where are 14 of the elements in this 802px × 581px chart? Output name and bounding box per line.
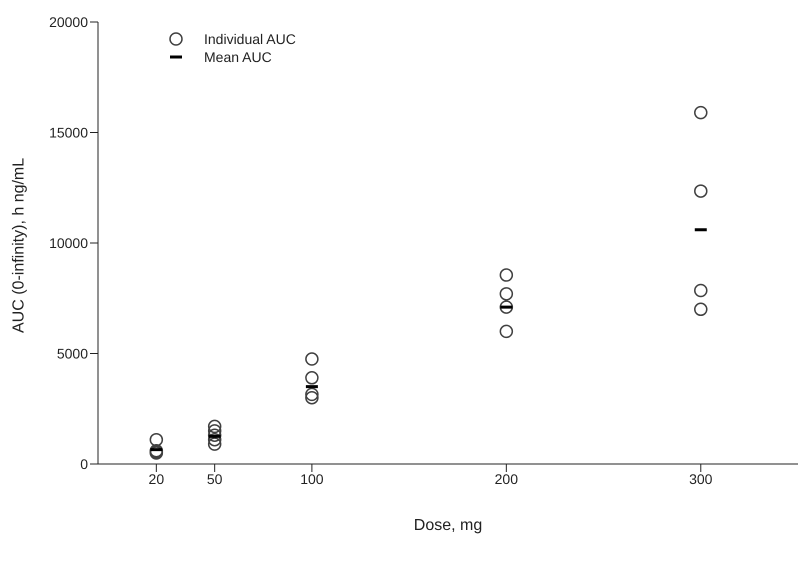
x-tick-label: 20 bbox=[148, 470, 164, 487]
y-tick-label: 5000 bbox=[56, 345, 88, 362]
y-tick-label: 15000 bbox=[49, 124, 88, 140]
x-axis-title: Dose, mg bbox=[414, 517, 482, 534]
x-tick-label: 200 bbox=[494, 470, 518, 487]
y-axis-title: AUC (0-infinity), h ng/mL bbox=[10, 158, 28, 333]
legend-label: Mean AUC bbox=[204, 49, 272, 65]
y-tick-label: 10000 bbox=[49, 234, 88, 251]
y-tick-label: 20000 bbox=[49, 14, 88, 30]
legend-label: Individual AUC bbox=[204, 31, 296, 47]
x-tick-label: 100 bbox=[300, 470, 324, 487]
x-tick-label: 50 bbox=[206, 470, 223, 487]
y-tick-label: 0 bbox=[80, 456, 88, 472]
x-tick-label: 300 bbox=[689, 470, 713, 487]
